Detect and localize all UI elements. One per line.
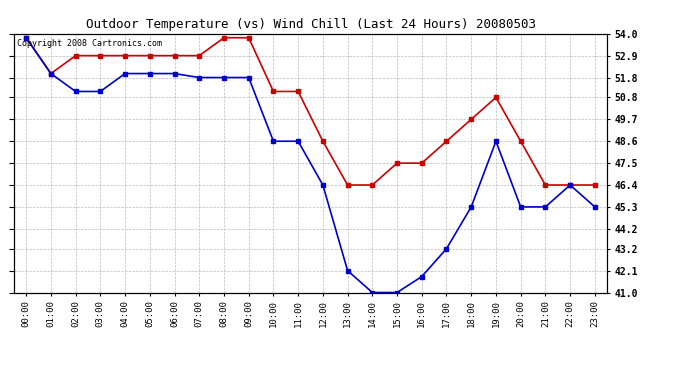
Text: Copyright 2008 Cartronics.com: Copyright 2008 Cartronics.com [17,39,161,48]
Title: Outdoor Temperature (vs) Wind Chill (Last 24 Hours) 20080503: Outdoor Temperature (vs) Wind Chill (Las… [86,18,535,31]
